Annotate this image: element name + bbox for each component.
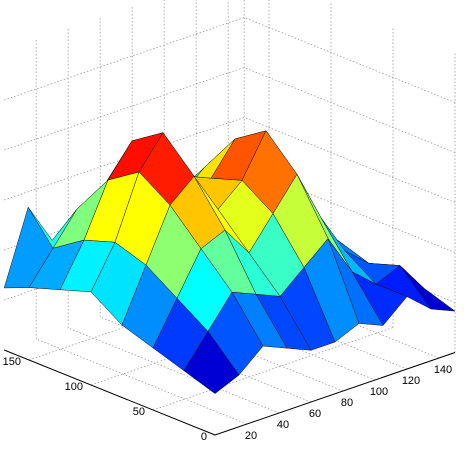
grid-line [244, 67, 456, 153]
axis-line [4, 349, 216, 436]
grid-line [4, 67, 245, 151]
grid-line [36, 338, 248, 425]
y-tick-label: 100 [65, 381, 83, 393]
x-tick-label: 120 [402, 375, 420, 387]
grid-line [244, 17, 456, 103]
grid-line [244, 117, 456, 203]
y-tick-label: 50 [133, 406, 145, 418]
y-tick-label: 0 [201, 431, 207, 443]
grid-line [68, 327, 280, 414]
grid-line [152, 327, 394, 411]
x-tick-label: 80 [341, 397, 353, 409]
x-tick-label: 40 [277, 419, 289, 431]
grid-line [4, 17, 245, 101]
y-tick-label: 150 [3, 356, 21, 368]
x-tick-label: 140 [434, 364, 452, 376]
x-tick-label: 20 [245, 430, 257, 442]
axis-line [214, 352, 456, 436]
x-tick-label: 100 [370, 386, 388, 398]
surface-patch [183, 331, 240, 394]
x-tick-label: 60 [309, 408, 321, 420]
